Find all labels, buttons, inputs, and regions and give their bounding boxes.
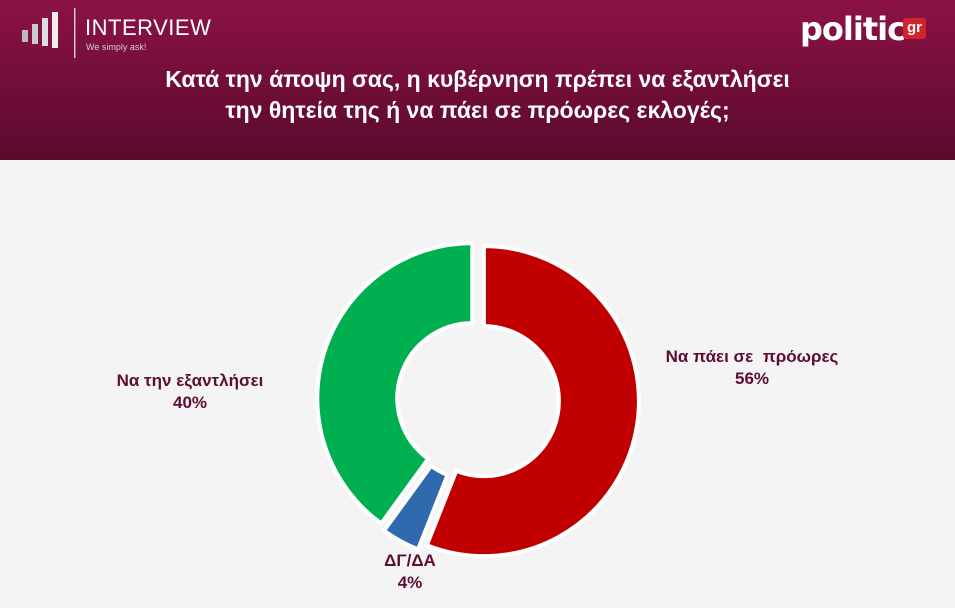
donut-slice — [381, 463, 451, 552]
logo-icon — [22, 8, 76, 58]
slice-label: Να πάει σε πρόωρες — [666, 347, 839, 366]
donut-slice — [315, 241, 475, 527]
donut-slice — [424, 244, 641, 559]
slice-value-label: 4% — [398, 573, 423, 592]
brand-name: politic — [800, 10, 906, 48]
slice-value-label: 56% — [735, 369, 769, 388]
header: INTERVIEW We simply ask! politic gr Κατά… — [0, 0, 955, 160]
chart-title: Κατά την άποψη σας, η κυβέρνηση πρέπει ν… — [165, 66, 790, 123]
slice-label: Να την εξαντλήσει — [117, 371, 264, 390]
brand-tagline: We simply ask! — [86, 42, 147, 52]
brand-suffix: gr — [903, 18, 926, 39]
slice-label: ΔΓ/ΔΑ — [384, 551, 436, 570]
brand-name: INTERVIEW — [85, 15, 212, 40]
slice-value-label: 40% — [173, 393, 207, 412]
